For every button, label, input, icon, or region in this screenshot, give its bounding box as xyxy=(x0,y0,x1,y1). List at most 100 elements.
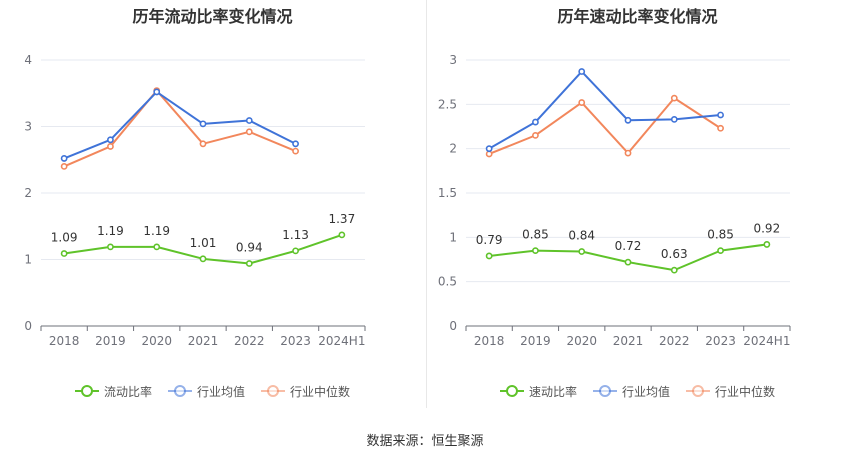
legend-line-icon xyxy=(167,384,192,398)
legend-item-industry-avg[interactable]: 行业均值 xyxy=(167,383,245,400)
current-ratio-chart-panel: 历年流动比率变化情况 0 1 2 3 4 2018 2019 2020 2021 2022 2023… xyxy=(0,0,425,410)
y-tick-label: 1 xyxy=(24,253,32,267)
data-point-industry_median xyxy=(60,162,68,170)
x-tick-label: 2020 xyxy=(566,334,597,348)
x-tick-label: 2022 xyxy=(234,334,265,348)
y-tick-label: 2 xyxy=(449,142,457,156)
data-label: 0.84 xyxy=(568,229,595,243)
data-point-industry_avg xyxy=(153,88,161,96)
quick-ratio-chart: 0 0.5 1 1.5 2 2.5 3 2018 2019 2020 2021 2022 2023 202… xyxy=(438,53,791,348)
data-point-industry_avg xyxy=(107,136,114,144)
chart-legend: 速动比率 行业均值 行业中位数 xyxy=(425,380,850,402)
data-point-industry_median xyxy=(624,149,632,157)
legend-line-icon xyxy=(686,384,710,398)
data-point-company xyxy=(245,260,253,267)
data-point-company xyxy=(485,252,493,260)
x-tick-label: 2023 xyxy=(280,334,311,348)
data-label: 0.85 xyxy=(522,228,549,242)
panel-divider xyxy=(426,0,427,408)
data-point-industry_median xyxy=(292,147,299,155)
series-line-industry_avg xyxy=(63,90,297,160)
legend-label: 流动比率 xyxy=(103,384,152,399)
legend-item-company[interactable]: 流动比率 xyxy=(74,383,152,400)
data-point-industry_median xyxy=(532,131,539,139)
data-point-industry_avg xyxy=(199,120,207,128)
legend-item-industry-avg[interactable]: 行业均值 xyxy=(592,383,670,400)
legend-label: 行业中位数 xyxy=(715,384,776,399)
data-point-company xyxy=(199,255,207,263)
y-tick-label: 2.5 xyxy=(438,97,457,111)
data-point-industry_avg xyxy=(292,140,299,148)
legend-item-industry-median[interactable]: 行业中位数 xyxy=(261,383,350,400)
data-label: 0.79 xyxy=(476,233,503,247)
legend-line-icon xyxy=(499,384,524,398)
quick-ratio-chart-panel: 历年速动比率变化情况 0 0.5 1 1.5 2 2.5 3 2018 2019 2020 2021… xyxy=(425,0,850,410)
data-point-industry_avg xyxy=(245,117,253,124)
data-source-note: 数据来源：恒生聚源 xyxy=(366,434,484,449)
y-tick-label: 3 xyxy=(449,53,457,67)
x-tick-label: 2021 xyxy=(188,334,219,348)
data-label: 0.94 xyxy=(236,240,263,254)
data-point-company xyxy=(338,231,346,239)
y-tick-label: 1.5 xyxy=(438,186,457,200)
x-tick-label: 2018 xyxy=(474,334,505,348)
data-label: 0.63 xyxy=(661,247,688,261)
data-point-industry_median xyxy=(485,150,493,158)
data-point-company xyxy=(532,247,539,255)
legend-label: 行业均值 xyxy=(621,384,670,399)
series-line-industry_median xyxy=(488,97,722,155)
y-tick-label: 2 xyxy=(24,186,32,200)
chart-legend: 流动比率 行业均值 行业中位数 xyxy=(0,380,425,402)
x-tick-label: 2024H1 xyxy=(318,334,365,348)
data-label: 0.85 xyxy=(707,228,734,242)
data-point-industry_avg xyxy=(717,111,724,119)
legend-item-company[interactable]: 速动比率 xyxy=(499,383,577,400)
x-tick-label: 2020 xyxy=(141,334,172,348)
data-point-industry_median xyxy=(245,128,253,136)
y-tick-label: 0 xyxy=(24,319,32,333)
series-line-industry_median xyxy=(63,89,296,168)
y-tick-label: 0 xyxy=(449,319,457,333)
data-point-company xyxy=(292,247,299,255)
data-point-industry_avg xyxy=(670,116,678,123)
data-label: 1.37 xyxy=(328,212,355,226)
data-point-industry_avg xyxy=(578,68,586,75)
series-line-industry_avg xyxy=(488,70,721,150)
data-point-company xyxy=(624,258,632,266)
data-point-company xyxy=(153,243,161,251)
data-point-company xyxy=(107,243,114,251)
data-point-industry_median xyxy=(107,143,114,150)
legend-line-icon xyxy=(261,384,285,398)
legend-line-icon xyxy=(74,384,99,398)
y-tick-label: 3 xyxy=(24,120,32,134)
legend-label: 速动比率 xyxy=(528,384,577,399)
data-point-company xyxy=(670,266,678,274)
data-label: 1.19 xyxy=(143,224,170,238)
data-point-company xyxy=(763,241,771,248)
legend-line-icon xyxy=(592,384,617,398)
data-label: 1.09 xyxy=(51,231,78,245)
legend-label: 行业中位数 xyxy=(290,384,351,399)
data-point-company xyxy=(578,248,586,255)
x-tick-label: 2018 xyxy=(49,334,80,348)
data-point-industry_median xyxy=(670,94,678,102)
y-tick-label: 1 xyxy=(449,230,457,244)
y-tick-label: 0.5 xyxy=(438,275,457,289)
y-tick-label: 4 xyxy=(24,53,32,67)
data-label: 1.19 xyxy=(97,224,124,238)
data-label: 0.72 xyxy=(615,239,642,253)
data-point-industry_avg xyxy=(485,145,493,153)
data-label: 1.01 xyxy=(190,236,217,250)
legend-item-industry-median[interactable]: 行业中位数 xyxy=(686,383,775,400)
x-tick-label: 2023 xyxy=(705,334,736,348)
x-tick-label: 2024H1 xyxy=(743,334,790,348)
data-point-industry_avg xyxy=(624,116,632,124)
chart-title: 历年流动比率变化情况 xyxy=(132,7,293,26)
data-point-industry_avg xyxy=(532,118,539,126)
data-point-industry_avg xyxy=(60,155,68,162)
data-point-industry_median xyxy=(199,140,207,148)
x-tick-label: 2019 xyxy=(520,334,551,348)
current-ratio-chart: 0 1 2 3 4 2018 2019 2020 2021 2022 2023 2024H1 1.09 1… xyxy=(24,53,366,348)
data-label: 0.92 xyxy=(753,221,780,235)
x-tick-label: 2022 xyxy=(659,334,690,348)
